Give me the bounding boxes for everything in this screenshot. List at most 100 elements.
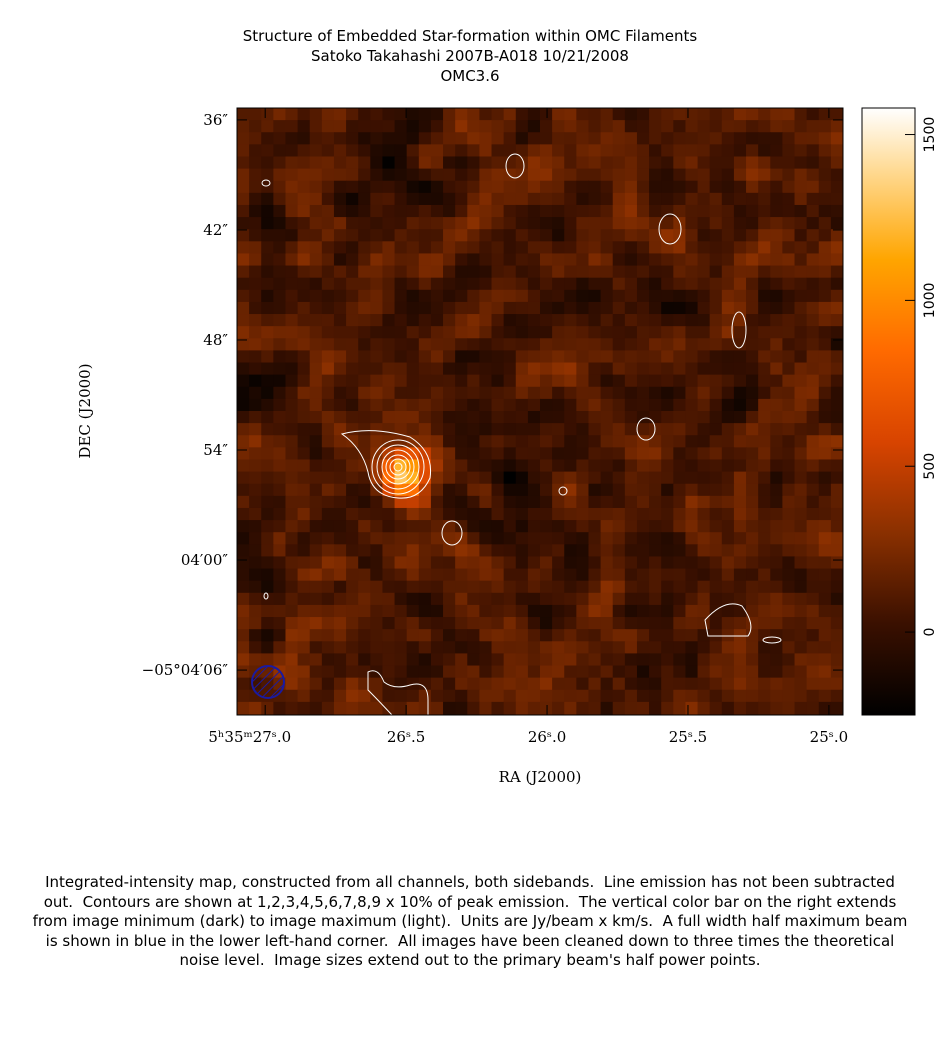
map-pixel: [249, 338, 262, 351]
map-pixel: [540, 641, 553, 654]
map-pixel: [721, 326, 735, 339]
map-pixel: [467, 544, 480, 557]
map-pixel: [406, 350, 420, 364]
map-pixel: [273, 471, 286, 485]
map-pixel: [394, 701, 408, 715]
map-pixel: [685, 398, 699, 412]
map-pixel: [261, 520, 274, 533]
map-pixel: [600, 423, 614, 436]
map-pixel: [673, 459, 686, 473]
map-pixel: [249, 108, 262, 121]
map-pixel: [261, 362, 274, 376]
map-pixel: [527, 701, 541, 715]
map-pixel: [830, 459, 843, 473]
map-pixel: [552, 604, 565, 618]
map-pixel: [721, 483, 735, 497]
map-pixel: [576, 108, 589, 121]
map-pixel: [721, 677, 735, 691]
map-pixel: [527, 641, 541, 654]
map-pixel: [455, 204, 468, 218]
map-pixel: [237, 229, 250, 242]
map-pixel: [321, 459, 335, 473]
map-pixel: [673, 653, 686, 667]
map-pixel: [721, 350, 735, 364]
map-pixel: [576, 580, 589, 594]
map-pixel: [382, 289, 396, 303]
map-pixel: [564, 120, 577, 133]
map-pixel: [527, 592, 541, 606]
map-pixel: [455, 156, 468, 170]
map-pixel: [443, 204, 456, 218]
map-pixel: [467, 592, 480, 606]
map-pixel: [515, 217, 529, 230]
map-pixel: [261, 265, 274, 279]
map-pixel: [527, 362, 541, 376]
map-pixel: [333, 156, 347, 170]
map-pixel: [649, 483, 662, 497]
map-pixel: [697, 617, 711, 630]
map-pixel: [685, 592, 699, 606]
map-pixel: [576, 665, 589, 679]
map-pixel: [612, 132, 626, 145]
map-pixel: [806, 374, 820, 388]
map-pixel: [346, 495, 359, 509]
map-pixel: [697, 180, 711, 194]
map-pixel: [685, 229, 699, 242]
map-pixel: [576, 556, 589, 570]
map-pixel: [746, 459, 759, 473]
map-pixel: [770, 483, 783, 497]
map-pixel: [733, 568, 747, 582]
map-pixel: [709, 471, 723, 485]
map-pixel: [806, 192, 820, 206]
map-pixel: [455, 653, 468, 667]
map-pixel: [588, 132, 602, 145]
map-pixel: [479, 217, 493, 230]
map-pixel: [588, 459, 602, 473]
map-pixel: [636, 520, 650, 533]
map-pixel: [491, 459, 505, 473]
map-pixel: [515, 386, 529, 400]
map-pixel: [237, 532, 250, 545]
map-pixel: [249, 617, 262, 630]
map-pixel: [418, 180, 432, 194]
map-pixel: [794, 362, 808, 376]
map-pixel: [721, 180, 735, 194]
map-pixel: [503, 120, 517, 133]
map-pixel: [382, 156, 396, 170]
map-pixel: [418, 144, 432, 157]
map-pixel: [370, 568, 383, 582]
map-pixel: [649, 568, 662, 582]
map-pixel: [649, 641, 662, 654]
map-pixel: [746, 411, 759, 424]
map-pixel: [515, 568, 529, 582]
map-pixel: [552, 229, 565, 242]
map-pixel: [261, 459, 274, 473]
map-pixel: [818, 156, 832, 170]
map-pixel: [782, 144, 796, 157]
map-pixel: [746, 617, 759, 630]
map-pixel: [309, 108, 323, 121]
map-pixel: [697, 689, 711, 703]
map-pixel: [770, 289, 783, 303]
map-pixel: [491, 592, 505, 606]
map-pixel: [697, 507, 711, 521]
map-pixel: [237, 326, 250, 339]
map-pixel: [261, 617, 274, 630]
y-tick-label: 36″: [203, 111, 228, 129]
map-pixel: [346, 556, 359, 570]
map-pixel: [830, 241, 843, 254]
map-pixel: [758, 374, 771, 388]
map-pixel: [346, 386, 359, 400]
map-pixel: [370, 350, 383, 364]
map-pixel: [552, 653, 565, 667]
map-pixel: [806, 544, 820, 557]
map-pixel: [794, 108, 808, 121]
map-pixel: [721, 459, 735, 473]
map-pixel: [430, 289, 444, 303]
map-pixel: [358, 689, 371, 703]
map-pixel: [721, 495, 735, 509]
map-pixel: [406, 507, 420, 521]
map-pixel: [685, 192, 699, 206]
map-pixel: [346, 362, 359, 376]
